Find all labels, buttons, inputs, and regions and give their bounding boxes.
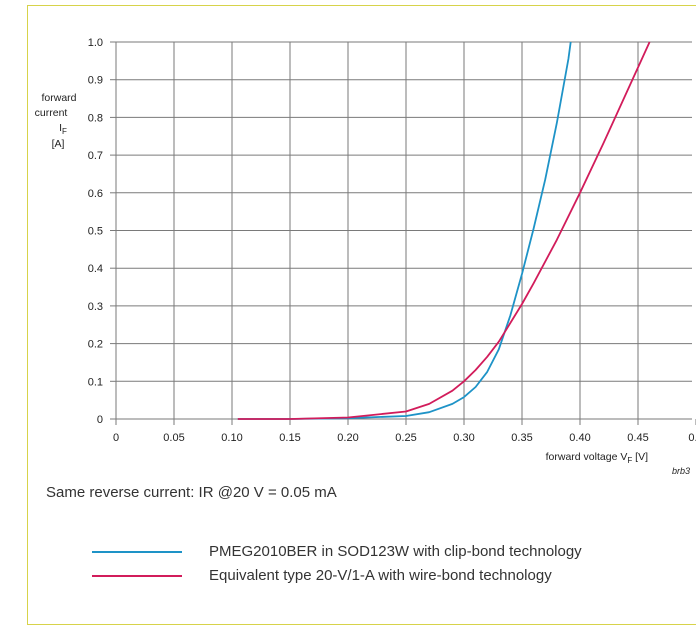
x-tick-label: 0	[113, 432, 119, 444]
y-tick-label: 0.4	[88, 263, 103, 275]
y-tick-label: 1.0	[88, 37, 103, 49]
x-tick-label: 0.20	[337, 432, 358, 444]
y-axis-title: forward current IF [A]	[35, 92, 77, 150]
y-axis-title-unit: [A]	[52, 138, 65, 150]
x-tick-label: 0.5	[688, 432, 696, 444]
y-tick-label: 0.3	[88, 301, 103, 313]
series-layer	[237, 41, 651, 420]
x-tick-label: 0.30	[453, 432, 474, 444]
y-axis-title-line-2: current	[35, 107, 68, 119]
series-line-wire-bond	[237, 41, 651, 420]
legend-item-wire-bond: Equivalent type 20-V/1-A with wire-bond …	[92, 567, 552, 584]
legend-swatch-wire-bond	[92, 574, 182, 577]
y-tick-label: 0	[97, 414, 103, 426]
grid-layer	[116, 41, 692, 420]
y-tick-label: 0.1	[88, 376, 103, 388]
x-tick-label: 0.15	[279, 432, 300, 444]
reverse-current-note: Same reverse current: IR @20 V = 0.05 mA	[46, 484, 337, 501]
y-axis-title-line-1: forward	[41, 92, 76, 104]
y-tick-label: 0.7	[88, 150, 103, 162]
x-tick-label: 0.45	[627, 432, 648, 444]
y-tick-label: 0.8	[88, 112, 103, 124]
y-tick-label: 0.5	[88, 226, 103, 238]
x-tick-label: 0.05	[163, 432, 184, 444]
y-tick-label: 0.2	[88, 339, 103, 351]
series-line-clip-bond	[237, 41, 572, 420]
y-tick-label: 0.6	[88, 188, 103, 200]
chart: 0 0.1 0.2 0.3 0.4 0.5 0.6 0.7 0.8 0.9 1.0 0 0.05 0.10…	[35, 37, 696, 476]
legend-swatch-clip-bond	[92, 550, 182, 553]
x-axis-title: forward voltage VF [V]	[546, 451, 648, 465]
x-tick-label: 0.10	[221, 432, 242, 444]
x-tick-label: 0.40	[569, 432, 590, 444]
figure-code-label: brb3	[672, 466, 690, 476]
x-tick-label: 0.25	[395, 432, 416, 444]
legend-label-wire-bond: Equivalent type 20-V/1-A with wire-bond …	[209, 567, 552, 584]
y-tick-label: 0.9	[88, 75, 103, 87]
axis-layer: 0 0.1 0.2 0.3 0.4 0.5 0.6 0.7 0.8 0.9 1.0 0 0.05 0.10…	[88, 37, 696, 444]
legend-item-clip-bond: PMEG2010BER in SOD123W with clip-bond te…	[92, 543, 582, 560]
y-axis-title-symbol: IF	[59, 122, 67, 136]
legend-label-clip-bond: PMEG2010BER in SOD123W with clip-bond te…	[209, 543, 582, 560]
x-tick-label: 0.35	[511, 432, 532, 444]
